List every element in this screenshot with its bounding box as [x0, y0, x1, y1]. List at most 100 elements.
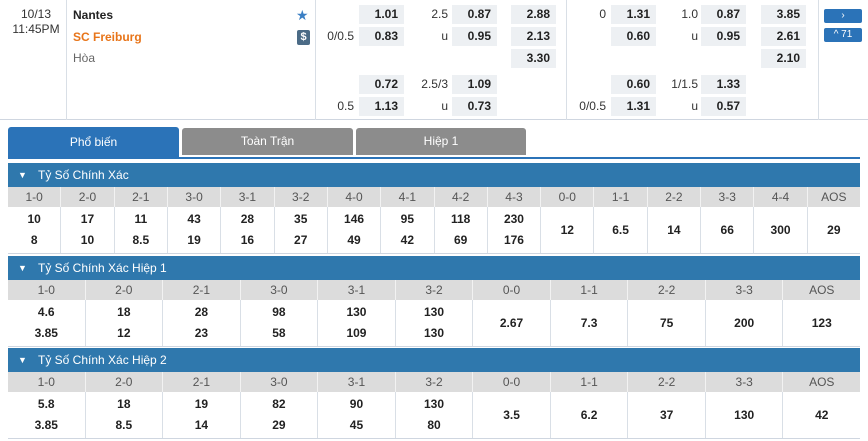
odds-value[interactable]: 0.87 [701, 5, 746, 24]
star-icon[interactable]: ★ [296, 7, 309, 23]
score-odds-cell[interactable]: 130 80 [396, 392, 474, 438]
tab-popular[interactable]: Phổ biến [8, 127, 179, 157]
score-label: 4-1 [381, 187, 435, 207]
odds-value[interactable]: 2.13 [511, 27, 556, 46]
odds-value[interactable]: 0.57 [701, 97, 746, 116]
divider [566, 0, 567, 120]
odds-value[interactable]: 3.85 [761, 5, 806, 24]
score-label: 3-0 [241, 280, 319, 300]
score-odds-cell[interactable]: 18 12 [86, 300, 164, 346]
score-odds-cell[interactable]: 146 49 [328, 207, 382, 253]
score-label: 3-3 [701, 187, 755, 207]
odds-value: 58 [272, 326, 286, 340]
score-odds-cell[interactable]: 28 16 [221, 207, 275, 253]
odds-value[interactable]: 0.95 [701, 27, 746, 46]
score-odds-cell[interactable]: 4.6 3.85 [8, 300, 86, 346]
section-correct-score-h2: ▼ Tỷ Số Chính Xác Hiệp 2 1-0 2-0 2-1 3-0 3-1 3… [8, 348, 860, 439]
score-odds-cell[interactable]: 12 [541, 207, 595, 253]
score-odds: 10 8 17 10 11 8.5 43 19 28 16 35 27 146 49 95 42 118 69 23… [8, 207, 860, 254]
odds-value[interactable]: 1.09 [452, 75, 497, 94]
score-odds-cell[interactable]: 29 [808, 207, 860, 253]
odds-value: 14 [194, 418, 209, 432]
odds-value: 10 [27, 212, 41, 226]
score-odds-cell[interactable]: 300 [754, 207, 808, 253]
odds-value[interactable]: 1.33 [701, 75, 746, 94]
section-header[interactable]: ▼ Tỷ Số Chính Xác Hiệp 1 [8, 256, 860, 280]
away-team[interactable]: SC Freiburg [73, 30, 142, 44]
odds-value[interactable]: 0.72 [359, 75, 404, 94]
score-odds-cell[interactable]: 11 8.5 [115, 207, 168, 253]
odds-value[interactable]: 2.61 [761, 27, 806, 46]
expand-button[interactable]: › [824, 9, 862, 23]
score-odds-cell[interactable]: 82 29 [241, 392, 319, 438]
score-odds-cell[interactable]: 18 8.5 [86, 392, 164, 438]
score-odds-cell[interactable]: 230 176 [488, 207, 542, 253]
score-odds-cell[interactable]: 118 69 [435, 207, 488, 253]
odds-value[interactable]: 1.01 [359, 5, 404, 24]
odds-value: 3.85 [34, 326, 58, 340]
odds-value[interactable]: 0.95 [452, 27, 497, 46]
score-odds-cell[interactable]: 19 14 [163, 392, 241, 438]
dollar-icon[interactable]: $ [297, 30, 310, 45]
score-label: 2-0 [61, 187, 115, 207]
score-odds-cell[interactable]: 130 109 [318, 300, 396, 346]
score-odds-cell[interactable]: 6.5 [594, 207, 648, 253]
score-label: 2-1 [163, 280, 241, 300]
score-odds-cell[interactable]: 123 [783, 300, 860, 346]
score-odds-cell[interactable]: 35 27 [275, 207, 328, 253]
score-odds-cell[interactable]: 95 42 [381, 207, 435, 253]
score-odds-cell[interactable]: 90 45 [318, 392, 396, 438]
more-markets-button[interactable]: ^ 71 [824, 28, 862, 42]
odds-value: 28 [240, 212, 255, 226]
odds-value: 300 [770, 222, 791, 237]
score-odds-cell[interactable]: 98 58 [241, 300, 319, 346]
tab-first-half[interactable]: Hiệp 1 [356, 128, 526, 155]
score-odds-cell[interactable]: 17 10 [61, 207, 115, 253]
score-label: 0-0 [541, 187, 595, 207]
odds-value: 10 [80, 233, 95, 247]
score-odds-cell[interactable]: 42 [783, 392, 860, 438]
odds-value[interactable]: 0.87 [452, 5, 497, 24]
score-odds-cell[interactable]: 14 [648, 207, 702, 253]
score-label: 0-0 [473, 372, 551, 392]
score-odds-cell[interactable]: 43 19 [168, 207, 222, 253]
odds-value[interactable]: 0.60 [611, 27, 656, 46]
score-odds-cell[interactable]: 130 130 [396, 300, 474, 346]
tab-full-match[interactable]: Toàn Trận [182, 128, 353, 155]
odds-value[interactable]: 0.83 [359, 27, 404, 46]
odds-value[interactable]: 1.31 [611, 5, 656, 24]
odds-value[interactable]: 3.30 [511, 49, 556, 68]
score-odds-cell[interactable]: 200 [706, 300, 784, 346]
score-odds-cell[interactable]: 3.5 [473, 392, 551, 438]
score-odds-cell[interactable]: 7.3 [551, 300, 629, 346]
score-odds-cell[interactable]: 75 [628, 300, 706, 346]
odds-value[interactable]: 1.13 [359, 97, 404, 116]
odds-value: 16 [240, 233, 255, 247]
draw-label: Hòa [73, 51, 96, 65]
score-odds: 4.6 3.85 18 12 28 23 98 58 130 109 130 130 2.67 7.3 75… [8, 300, 860, 347]
handicap-line: u [441, 99, 448, 113]
score-label: 2-2 [628, 372, 706, 392]
odds-value: 42 [400, 233, 415, 247]
odds-value[interactable]: 1.31 [611, 97, 656, 116]
score-odds-cell[interactable]: 6.2 [551, 392, 629, 438]
section-header[interactable]: ▼ Tỷ Số Chính Xác Hiệp 2 [8, 348, 860, 372]
score-odds-cell[interactable]: 2.67 [473, 300, 551, 346]
odds-value: 3.85 [34, 418, 58, 432]
odds-value: 43 [187, 212, 201, 226]
odds-value: 28 [194, 305, 209, 319]
score-odds-cell[interactable]: 66 [701, 207, 755, 253]
home-team[interactable]: Nantes [73, 8, 114, 22]
section-header[interactable]: ▼ Tỷ Số Chính Xác [8, 163, 860, 187]
score-odds-cell[interactable]: 10 8 [8, 207, 62, 253]
score-odds-cell[interactable]: 130 [706, 392, 784, 438]
score-odds-cell[interactable]: 37 [628, 392, 706, 438]
odds-value[interactable]: 2.88 [511, 5, 556, 24]
odds-value[interactable]: 2.10 [761, 49, 806, 68]
score-odds-cell[interactable]: 5.8 3.85 [8, 392, 86, 438]
score-odds-cell[interactable]: 28 23 [163, 300, 241, 346]
score-label: 1-1 [551, 372, 629, 392]
odds-value[interactable]: 0.73 [452, 97, 497, 116]
handicap-line: 0 [599, 7, 606, 21]
odds-value[interactable]: 0.60 [611, 75, 656, 94]
